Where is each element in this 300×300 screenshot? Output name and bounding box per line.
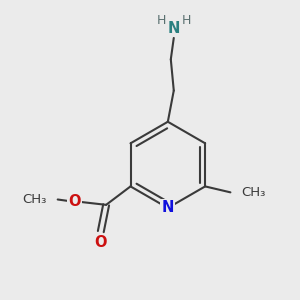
- Text: N: N: [168, 21, 180, 36]
- Text: CH₃: CH₃: [22, 193, 46, 206]
- Text: H: H: [157, 14, 166, 27]
- Text: H: H: [182, 14, 191, 27]
- Text: O: O: [94, 236, 107, 250]
- Text: O: O: [68, 194, 81, 209]
- Text: CH₃: CH₃: [242, 186, 266, 199]
- Text: N: N: [162, 200, 174, 215]
